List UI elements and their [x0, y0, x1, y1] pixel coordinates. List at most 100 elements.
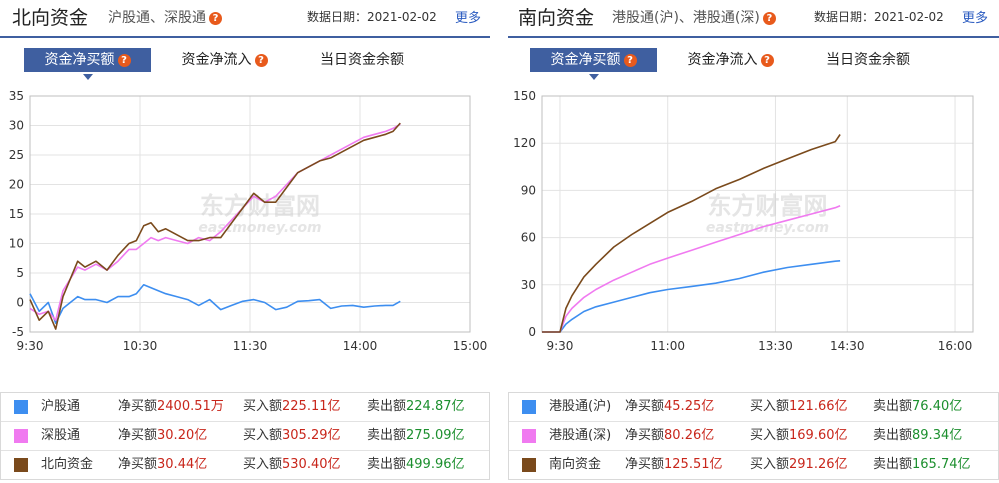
- y-tick-label: 30: [521, 278, 536, 292]
- legend-sell: 卖出额499.96亿: [367, 457, 465, 472]
- legend-row: 港股通(沪) 净买额45.25亿 买入额121.66亿 卖出额76.40亿: [509, 393, 998, 421]
- legend-swatch: [522, 458, 536, 472]
- tab-net-inflow[interactable]: 资金净流入?: [678, 48, 783, 72]
- legend-net: 净买额30.44亿: [118, 457, 208, 472]
- legend-swatch: [14, 429, 28, 443]
- x-tick-label: 11:30: [233, 339, 268, 353]
- south-subtitle: 港股通(沪)、港股通(深)?: [612, 7, 776, 27]
- help-icon[interactable]: ?: [209, 11, 222, 25]
- legend-swatch: [522, 429, 536, 443]
- x-tick-label: 9:30: [546, 339, 573, 353]
- legend-net: 净买额125.51亿: [625, 457, 723, 472]
- y-tick-label: 35: [9, 89, 24, 103]
- north-date: 数据日期：2021-02-02: [307, 10, 437, 24]
- legend-name: 港股通(深): [549, 428, 612, 443]
- legend-buy: 买入额169.60亿: [750, 428, 848, 443]
- plot-frame: [29, 95, 471, 333]
- north-legend: 沪股通 净买额2400.51万 买入额225.11亿 卖出额224.87亿 深股…: [0, 392, 490, 480]
- series-line: [542, 260, 841, 333]
- north-chart: 35 30 25 20 15 10 5 0 -59:30 10:30 11:30 14:00 15:00…: [9, 89, 488, 353]
- legend-sell: 卖出额224.87亿: [367, 399, 465, 414]
- x-tick-label: 10:30: [123, 339, 158, 353]
- legend-net: 净买额45.25亿: [625, 399, 715, 414]
- north-subtitle: 沪股通、深股通?: [108, 7, 222, 27]
- tab-balance[interactable]: 当日资金余额: [320, 52, 404, 68]
- help-icon[interactable]: ?: [623, 53, 637, 67]
- legend-buy: 买入额291.26亿: [750, 457, 848, 472]
- legend-net: 净买额30.20亿: [118, 428, 208, 443]
- south-header: 南向资金 港股通(沪)、港股通(深)? 数据日期：2021-02-02 更多: [508, 0, 999, 38]
- y-tick-label: 10: [9, 237, 24, 251]
- y-tick-label: -5: [12, 325, 24, 339]
- legend-name: 深股通: [41, 428, 81, 443]
- legend-swatch: [522, 400, 536, 414]
- legend-row: 南向资金 净买额125.51亿 买入额291.26亿 卖出额165.74亿: [509, 450, 998, 479]
- legend-row: 深股通 净买额30.20亿 买入额305.29亿 卖出额275.09亿: [1, 421, 489, 450]
- north-title: 北向资金: [12, 7, 89, 29]
- south-tabs: 资金净买额? 资金净流入? 当日资金余额: [508, 46, 999, 80]
- tab-net-buy[interactable]: 资金净买额?: [530, 48, 657, 80]
- tab-net-inflow[interactable]: 资金净流入?: [172, 48, 277, 72]
- south-panel: 南向资金 港股通(沪)、港股通(深)? 数据日期：2021-02-02 更多 资…: [508, 0, 999, 483]
- help-icon[interactable]: ?: [254, 53, 268, 67]
- x-tick-label: 15:00: [453, 339, 488, 353]
- legend-name: 沪股通: [41, 399, 81, 414]
- y-tick-label: 30: [9, 119, 24, 133]
- y-tick-label: 60: [521, 231, 536, 245]
- watermark-cn: 东方财富网: [708, 192, 828, 220]
- legend-buy: 买入额530.40亿: [243, 457, 341, 472]
- legend-sell: 卖出额76.40亿: [873, 399, 963, 414]
- north-panel: 北向资金 沪股通、深股通? 数据日期：2021-02-02 更多 资金净买额? …: [0, 0, 490, 483]
- legend-net: 净买额2400.51万: [118, 399, 224, 414]
- legend-sell: 卖出额275.09亿: [367, 428, 465, 443]
- help-icon[interactable]: ?: [760, 53, 774, 67]
- y-tick-label: 0: [16, 296, 24, 310]
- y-tick-label: 0: [528, 325, 536, 339]
- y-tick-label: 25: [9, 148, 24, 162]
- legend-name: 北向资金: [41, 457, 94, 472]
- legend-buy: 买入额121.66亿: [750, 399, 848, 414]
- x-tick-label: 16:00: [938, 339, 973, 353]
- legend-name: 港股通(沪): [549, 399, 612, 414]
- south-legend: 港股通(沪) 净买额45.25亿 买入额121.66亿 卖出额76.40亿 港股…: [508, 392, 999, 480]
- legend-buy: 买入额225.11亿: [243, 399, 341, 414]
- y-tick-label: 150: [513, 89, 536, 103]
- series-line: [542, 204, 841, 333]
- series-line: [29, 122, 401, 330]
- watermark-en: eastmoney.com: [706, 220, 829, 236]
- x-tick-label: 14:00: [343, 339, 378, 353]
- x-tick-label: 9:30: [17, 339, 44, 353]
- south-chart: 150 120 90 60 30 0 9:30 11:00 13:30 14:30 16:00 东方财…: [513, 89, 974, 353]
- y-tick-label: 90: [521, 183, 536, 197]
- x-tick-label: 11:00: [650, 339, 685, 353]
- legend-buy: 买入额305.29亿: [243, 428, 341, 443]
- x-tick-label: 13:30: [758, 339, 793, 353]
- series-line: [29, 123, 401, 321]
- north-more-link[interactable]: 更多: [455, 11, 482, 26]
- south-date: 数据日期：2021-02-02: [814, 10, 944, 24]
- series-line: [542, 134, 841, 333]
- legend-row: 港股通(深) 净买额80.26亿 买入额169.60亿 卖出额89.34亿: [509, 421, 998, 450]
- y-tick-label: 20: [9, 178, 24, 192]
- y-tick-label: 15: [9, 207, 24, 221]
- help-icon[interactable]: ?: [117, 53, 131, 67]
- legend-swatch: [14, 400, 28, 414]
- legend-row: 沪股通 净买额2400.51万 买入额225.11亿 卖出额224.87亿: [1, 393, 489, 421]
- north-header: 北向资金 沪股通、深股通? 数据日期：2021-02-02 更多: [0, 0, 490, 38]
- south-title: 南向资金: [518, 7, 595, 29]
- series-line: [29, 284, 401, 324]
- plot-frame: [541, 95, 974, 333]
- tab-balance[interactable]: 当日资金余额: [826, 52, 910, 68]
- legend-name: 南向资金: [549, 457, 602, 472]
- legend-swatch: [14, 458, 28, 472]
- watermark-en: eastmoney.com: [198, 220, 321, 236]
- y-tick-label: 120: [513, 136, 536, 150]
- legend-sell: 卖出额165.74亿: [873, 457, 971, 472]
- south-more-link[interactable]: 更多: [962, 11, 989, 26]
- help-icon[interactable]: ?: [762, 11, 776, 25]
- tab-net-buy[interactable]: 资金净买额?: [24, 48, 151, 80]
- watermark-cn: 东方财富网: [200, 192, 320, 220]
- north-tabs: 资金净买额? 资金净流入? 当日资金余额: [0, 46, 490, 80]
- x-tick-label: 14:30: [830, 339, 865, 353]
- y-tick-label: 5: [16, 266, 24, 280]
